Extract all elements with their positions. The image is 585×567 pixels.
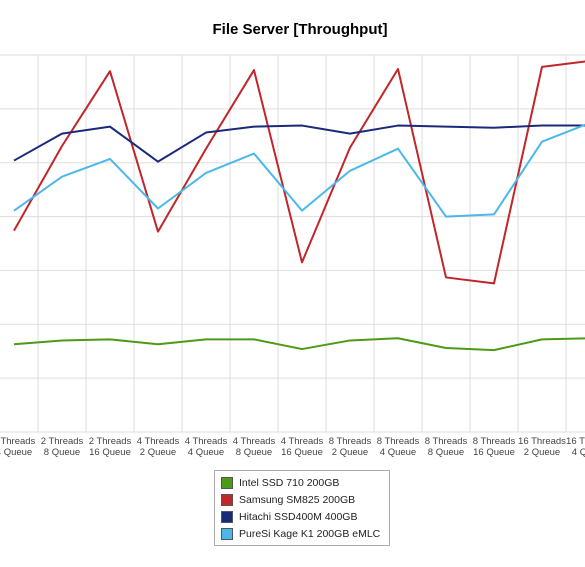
- x-tick-label: 16 Threads 2 Queue: [518, 436, 566, 458]
- legend-label: Intel SSD 710 200GB: [239, 476, 340, 489]
- series-line: [13, 337, 585, 352]
- legend-item: PureSi Kage K1 200GB eMLC: [215, 525, 389, 542]
- legend: Intel SSD 710 200GB Samsung SM825 200GB Hi…: [214, 470, 390, 546]
- x-tick-label: 2 Threads 4 Queue: [0, 436, 36, 458]
- series-line: [13, 123, 585, 218]
- x-tick-label: 8 Threads 16 Queue: [472, 436, 516, 458]
- legend-swatch: [221, 476, 233, 489]
- x-tick-label: 4 Threads 16 Queue: [280, 436, 324, 458]
- legend-item: Hitachi SSD400M 400GB: [215, 508, 389, 525]
- x-tick-label: 8 Threads 8 Queue: [424, 436, 468, 458]
- series-line: [13, 60, 585, 285]
- legend-label: Samsung SM825 200GB: [239, 493, 356, 506]
- legend-swatch: [221, 510, 233, 523]
- legend-label: Hitachi SSD400M 400GB: [239, 510, 358, 523]
- legend-item: Intel SSD 710 200GB: [215, 474, 389, 491]
- x-tick-label: 2 Threads 16 Queue: [88, 436, 132, 458]
- x-tick-label: 2 Threads 8 Queue: [40, 436, 84, 458]
- legend-swatch: [221, 527, 233, 540]
- legend-label: PureSi Kage K1 200GB eMLC: [239, 527, 381, 540]
- legend-swatch: [221, 493, 233, 506]
- legend-item: Samsung SM825 200GB: [215, 491, 389, 508]
- x-tick-label: 4 Threads 8 Queue: [232, 436, 276, 458]
- x-tick-label: 4 Threads 2 Queue: [136, 436, 180, 458]
- x-tick-label: 8 Threads 4 Queue: [376, 436, 420, 458]
- series-line: [13, 124, 585, 163]
- chart-title: File Server [Throughput]: [212, 21, 387, 38]
- x-tick-label: 4 Threads 4 Queue: [184, 436, 228, 458]
- x-tick-label: 8 Threads 2 Queue: [328, 436, 372, 458]
- x-tick-label: 16 Threads 4 Queue: [566, 436, 585, 458]
